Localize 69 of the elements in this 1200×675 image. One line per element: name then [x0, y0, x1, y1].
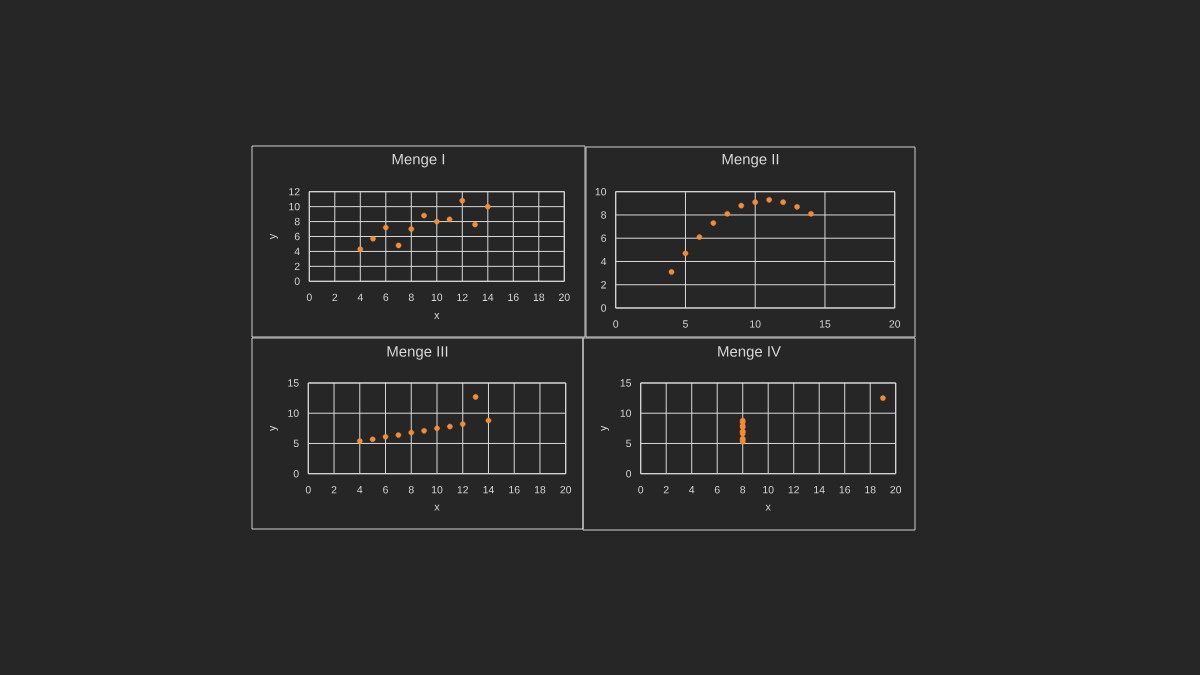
x-tick-label: 10: [763, 486, 774, 494]
y-tick-label: 10: [288, 409, 299, 417]
x-tick-label: 0: [638, 486, 644, 494]
y-tick-label: 0: [294, 277, 300, 286]
y-tick-label: 10: [595, 188, 607, 196]
x-tick-label: 14: [482, 293, 494, 301]
y-tick-label: 2: [294, 262, 300, 271]
x-tick-label: 18: [534, 486, 546, 494]
x-tick-label: 5: [682, 320, 688, 328]
x-tick-label: 4: [689, 486, 695, 494]
y-tick-label: 5: [626, 439, 632, 448]
y-tick-label: 0: [626, 470, 632, 478]
x-tick-label: 4: [357, 486, 363, 494]
y-tick-label: 10: [620, 409, 632, 417]
x-tick-label: 12: [457, 293, 468, 301]
y-tick-label: 6: [601, 234, 607, 242]
x-tick-label: 8: [740, 486, 746, 494]
y-tick-label: 8: [294, 217, 300, 226]
x-tick-label: 14: [814, 486, 825, 494]
x-tick-label: 10: [750, 320, 761, 328]
x-tick-label: 8: [408, 293, 414, 302]
x-tick-label: 2: [331, 486, 337, 494]
y-tick-label: 4: [294, 247, 300, 256]
y-tick-label: 2: [601, 281, 606, 289]
x-tick-label: 16: [508, 293, 519, 302]
x-tick-label: 18: [865, 486, 876, 494]
x-tick-label: 16: [509, 486, 520, 494]
x-tick-label: 20: [889, 320, 901, 328]
y-axis-title: y: [269, 425, 279, 432]
x-tick-label: 6: [714, 486, 720, 494]
y-tick-label: 12: [289, 188, 300, 196]
x-tick-label: 10: [431, 293, 443, 302]
x-tick-label: 15: [819, 320, 831, 328]
y-tick-label: 6: [294, 232, 300, 241]
x-tick-label: 10: [431, 486, 443, 494]
x-tick-label: 0: [306, 293, 312, 302]
y-tick-label: 10: [289, 202, 300, 211]
y-tick-label: 0: [601, 304, 607, 312]
y-tick-label: 5: [293, 439, 299, 448]
y-tick-label: 0: [293, 470, 299, 478]
x-tick-label: 20: [559, 293, 570, 302]
y-tick-label: 8: [601, 211, 607, 219]
x-tick-label: 2: [663, 486, 669, 494]
x-axis-title: x: [434, 504, 440, 511]
x-tick-label: 12: [788, 486, 799, 494]
y-tick-label: 15: [288, 379, 299, 387]
x-tick-label: 6: [383, 293, 389, 302]
x-tick-label: 18: [533, 293, 545, 302]
x-tick-label: 20: [560, 486, 572, 494]
y-tick-label: 15: [620, 379, 632, 387]
x-tick-label: 4: [357, 293, 363, 301]
y-axis-title: y: [269, 233, 279, 240]
chart-title: Menge II: [722, 154, 779, 168]
x-axis-title: x: [765, 504, 771, 511]
x-axis-title: x: [434, 313, 440, 319]
x-tick-label: 2: [332, 293, 338, 301]
x-tick-label: 16: [839, 486, 851, 494]
x-tick-label: 0: [305, 486, 311, 494]
x-tick-label: 0: [613, 320, 619, 328]
x-tick-label: 6: [383, 486, 388, 494]
y-axis-title: y: [600, 425, 610, 432]
y-tick-label: 4: [600, 257, 607, 266]
chart-title: Menge III: [387, 346, 448, 360]
chart-title: Menge I: [392, 154, 445, 168]
x-tick-label: 12: [457, 486, 469, 494]
chart-title: Menge IV: [718, 346, 781, 360]
x-tick-label: 8: [408, 486, 414, 494]
x-tick-label: 14: [483, 486, 494, 494]
x-tick-label: 20: [890, 486, 902, 494]
